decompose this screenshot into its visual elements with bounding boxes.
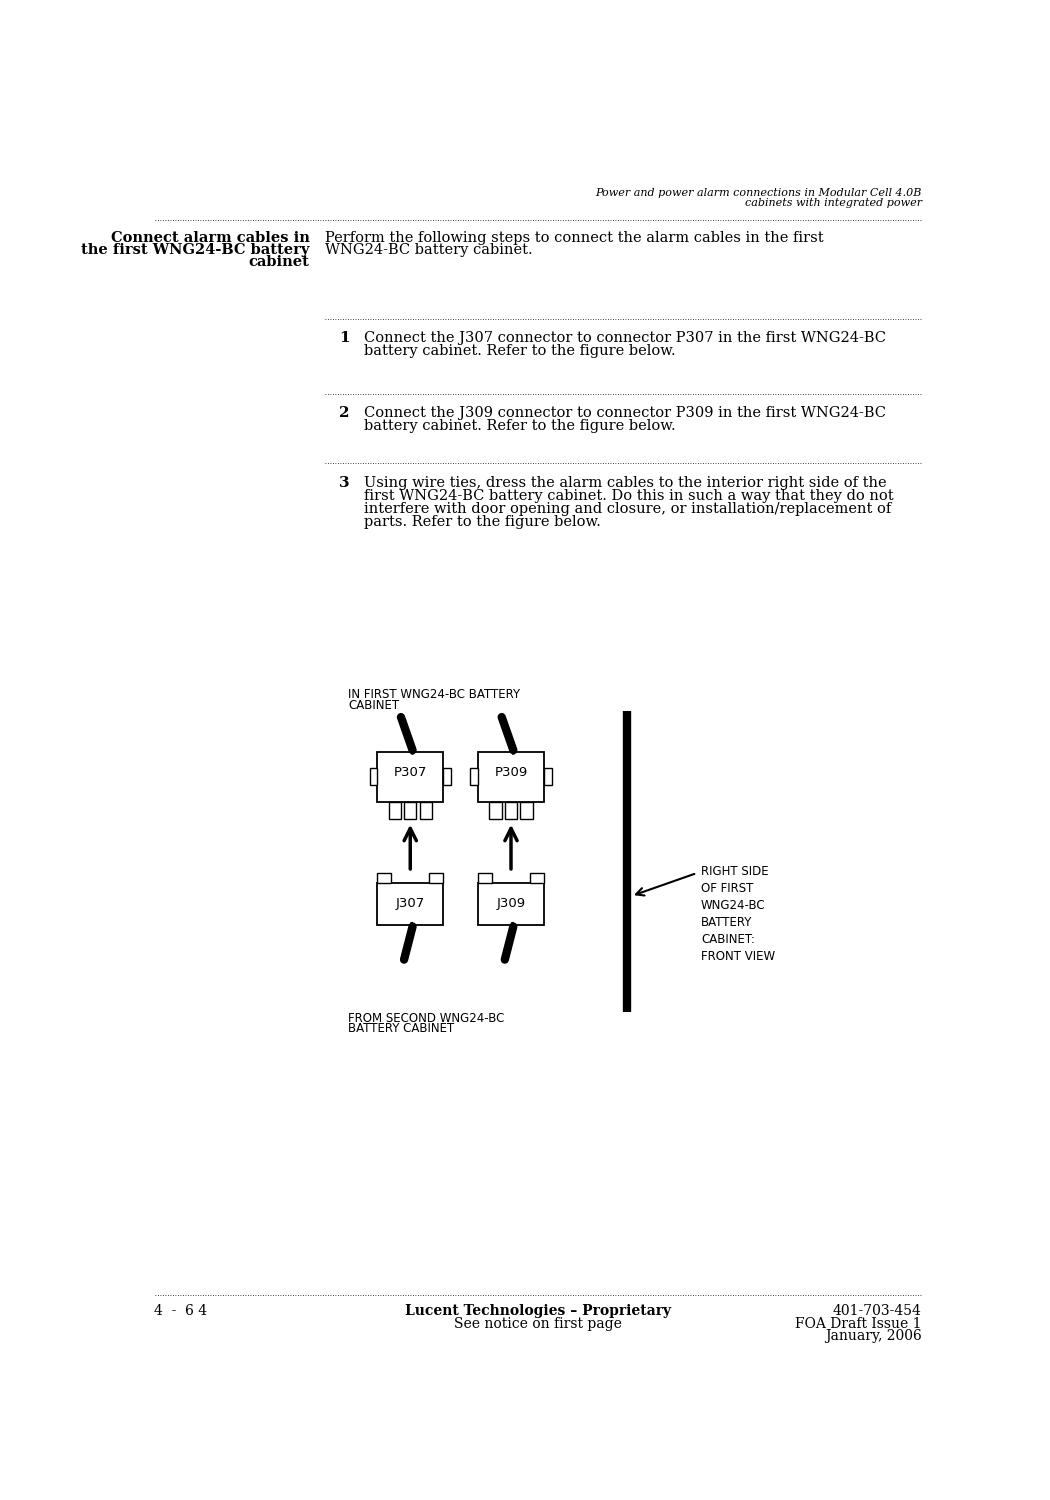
Bar — [478, 752, 544, 802]
Text: cabinet: cabinet — [249, 255, 310, 270]
Text: cabinets with integrated power: cabinets with integrated power — [744, 198, 922, 208]
Bar — [443, 768, 450, 784]
Text: See notice on first page: See notice on first page — [455, 1317, 622, 1330]
Text: FROM SECOND WNG24-BC: FROM SECOND WNG24-BC — [349, 1011, 505, 1025]
Bar — [489, 802, 502, 819]
Bar — [521, 802, 532, 819]
Text: Connect the J307 connector to connector P307 in the first WNG24-BC: Connect the J307 connector to connector … — [363, 332, 886, 345]
Text: Perform the following steps to connect the alarm cables in the first: Perform the following steps to connect t… — [326, 231, 823, 244]
Text: battery cabinet. Refer to the figure below.: battery cabinet. Refer to the figure bel… — [363, 420, 675, 434]
Bar — [478, 873, 492, 882]
Bar — [429, 873, 443, 882]
Bar — [470, 768, 478, 784]
Bar — [377, 873, 392, 882]
Text: Lucent Technologies – Proprietary: Lucent Technologies – Proprietary — [405, 1304, 671, 1318]
Bar — [530, 873, 544, 882]
Text: 4  -  6 4: 4 - 6 4 — [154, 1304, 208, 1318]
Text: the first WNG24-BC battery: the first WNG24-BC battery — [81, 243, 310, 256]
Text: 401-703-454: 401-703-454 — [833, 1304, 922, 1318]
Bar — [388, 802, 401, 819]
Text: Power and power alarm connections in Modular Cell 4.0B: Power and power alarm connections in Mod… — [595, 188, 922, 198]
Bar — [505, 802, 518, 819]
Text: first WNG24-BC battery cabinet. Do this in such a way that they do not: first WNG24-BC battery cabinet. Do this … — [363, 489, 894, 502]
Text: P309: P309 — [495, 766, 527, 780]
Text: J309: J309 — [497, 897, 526, 910]
Text: 3: 3 — [339, 476, 350, 489]
Text: interfere with door opening and closure, or installation/replacement of: interfere with door opening and closure,… — [363, 503, 891, 516]
Text: Using wire ties, dress the alarm cables to the interior right side of the: Using wire ties, dress the alarm cables … — [363, 476, 886, 489]
Text: Connect alarm cables in: Connect alarm cables in — [110, 231, 310, 244]
Text: Connect the J309 connector to connector P309 in the first WNG24-BC: Connect the J309 connector to connector … — [363, 406, 886, 420]
Text: J307: J307 — [396, 897, 425, 910]
Text: WNG24-BC battery cabinet.: WNG24-BC battery cabinet. — [326, 243, 532, 256]
Text: 1: 1 — [339, 332, 350, 345]
Text: CABINET: CABINET — [349, 699, 399, 712]
Bar — [377, 882, 443, 926]
Text: RIGHT SIDE
OF FIRST
WNG24-BC
BATTERY
CABINET:
FRONT VIEW: RIGHT SIDE OF FIRST WNG24-BC BATTERY CAB… — [701, 865, 775, 963]
Bar — [370, 768, 377, 784]
Text: parts. Refer to the figure below.: parts. Refer to the figure below. — [363, 514, 601, 529]
Text: P307: P307 — [394, 766, 427, 780]
Text: FOA Draft Issue 1: FOA Draft Issue 1 — [795, 1317, 922, 1330]
Bar — [420, 802, 432, 819]
Bar — [478, 882, 544, 926]
Bar — [404, 802, 417, 819]
Text: January, 2006: January, 2006 — [825, 1329, 922, 1342]
Text: IN FIRST WNG24-BC BATTERY: IN FIRST WNG24-BC BATTERY — [349, 688, 521, 700]
Bar — [544, 768, 551, 784]
Text: 2: 2 — [339, 406, 350, 420]
Text: battery cabinet. Refer to the figure below.: battery cabinet. Refer to the figure bel… — [363, 344, 675, 358]
Text: BATTERY CABINET: BATTERY CABINET — [349, 1023, 455, 1035]
Bar — [377, 752, 443, 802]
